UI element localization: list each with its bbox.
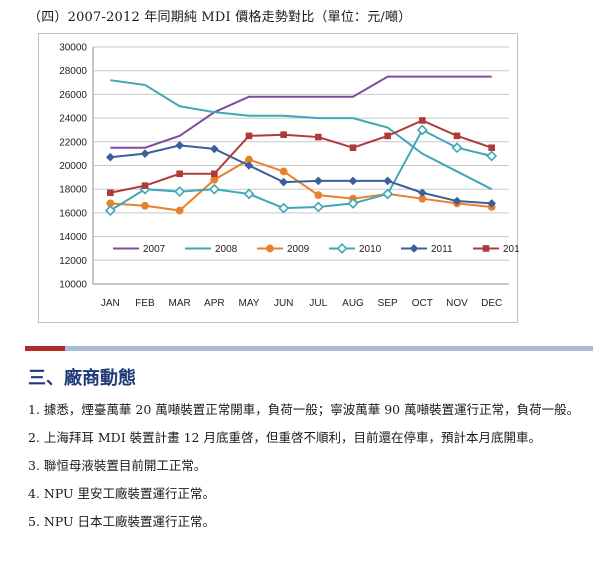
data-point-2010 [312, 201, 324, 213]
data-point-2010 [416, 124, 428, 136]
data-point-2012 [141, 182, 149, 189]
legend-label: 2011 [431, 244, 453, 255]
data-point-2012 [211, 170, 218, 178]
y-tick-label: 12000 [59, 256, 87, 267]
legend-label: 2009 [287, 244, 310, 255]
y-tick-label: 14000 [59, 232, 87, 243]
data-point-2011 [244, 161, 254, 170]
legend-marker-2010 [336, 243, 348, 254]
page-title: （四）2007-2012 年同期純 MDI 價格走勢對比（單位：元/噸） [28, 10, 412, 25]
x-tick-label: NOV [446, 298, 468, 309]
x-tick-label: MAR [169, 298, 191, 309]
series-line-2007 [110, 75, 492, 149]
data-point-2009 [314, 191, 323, 200]
data-point-2012 [384, 132, 391, 140]
series-line-2011 [110, 144, 492, 205]
data-point-2010 [243, 188, 255, 200]
legend-label: 2010 [359, 244, 382, 255]
data-point-2011 [452, 196, 462, 206]
data-point-2009 [210, 175, 219, 184]
x-tick-label: JUL [309, 298, 327, 309]
data-point-2012 [245, 132, 253, 140]
data-point-2011 [175, 141, 184, 150]
section-title: 三、廠商動態 [28, 368, 136, 389]
data-point-2010 [347, 197, 359, 209]
y-tick-label: 16000 [59, 208, 87, 219]
x-tick-label: SEP [378, 298, 398, 309]
data-point-2012 [315, 133, 322, 141]
x-tick-label: AUG [342, 298, 364, 309]
data-point-2011 [106, 152, 115, 162]
data-point-2010 [208, 183, 220, 195]
x-tick-label: JUN [274, 298, 293, 309]
x-tick-label: APR [204, 298, 225, 309]
data-point-2012 [280, 131, 287, 138]
x-tick-label: OCT [412, 298, 433, 309]
data-point-2009 [175, 206, 184, 215]
data-point-2011 [348, 176, 358, 186]
series-line-2012 [110, 119, 492, 194]
manufacturer-news-list: 1. 據悉，煙臺萬華 20 萬噸裝置正常開車，負荷一般；寧波萬華 90 萬噸裝置… [28, 396, 598, 536]
series-line-2008 [110, 79, 493, 191]
x-tick-label: MAY [239, 298, 260, 309]
data-point-2010 [486, 150, 498, 162]
legend-marker-2009 [266, 244, 274, 253]
list-item: 3. 聯恒母液裝置目前開工正常。 [28, 458, 207, 473]
data-point-2012 [453, 132, 461, 140]
x-tick-label: FEB [135, 298, 155, 309]
x-tick-label: JAN [101, 298, 120, 309]
data-point-2011 [210, 144, 219, 154]
data-point-2010 [451, 142, 463, 154]
chart-svg: 10000 12000 14000 16000 18000 20000 22000 24000… [59, 43, 519, 310]
y-tick-label: 20000 [59, 161, 87, 172]
data-point-2012 [419, 117, 426, 124]
series-line-2010 [109, 128, 492, 212]
data-point-2009 [279, 167, 288, 176]
legend-marker-2012 [482, 245, 490, 252]
y-tick-label: 30000 [59, 43, 87, 54]
price-trend-chart: 10000 12000 14000 16000 18000 20000 22000 24000… [38, 33, 519, 323]
data-point-2010 [174, 186, 186, 198]
y-tick-label: 22000 [59, 137, 87, 148]
legend-marker-2011 [409, 244, 419, 253]
y-tick-label: 26000 [59, 90, 87, 101]
x-tick-label: DEC [481, 298, 502, 309]
legend-label: 2012 [503, 244, 519, 255]
data-point-2011 [279, 177, 288, 187]
legend-label: 2007 [143, 244, 166, 255]
data-point-2011 [140, 149, 150, 158]
y-tick-label: 18000 [59, 185, 87, 196]
list-item: 5. NPU 日本工廠裝置運行正常。 [28, 514, 216, 529]
data-point-2012 [107, 189, 114, 197]
y-tick-label: 28000 [59, 66, 87, 77]
y-tick-label: 24000 [59, 114, 87, 125]
y-tick-label: 10000 [59, 280, 87, 291]
section-divider [25, 346, 593, 351]
data-point-2010 [104, 205, 116, 216]
data-point-2011 [487, 199, 496, 208]
data-point-2010 [382, 188, 394, 200]
data-point-2011 [418, 188, 427, 198]
data-point-2011 [314, 176, 323, 186]
data-point-2012 [349, 144, 357, 152]
data-point-2009 [141, 201, 149, 210]
data-point-2012 [488, 144, 495, 152]
data-point-2012 [176, 170, 183, 178]
series-line-2009 [110, 158, 492, 212]
data-point-2011 [383, 176, 392, 186]
legend-label: 2008 [215, 244, 238, 255]
data-point-2010 [278, 202, 290, 214]
list-item: 4. NPU 里安工廠裝置運行正常。 [28, 486, 216, 501]
list-item: 1. 據悉，煙臺萬華 20 萬噸裝置正常開車，負荷一般；寧波萬華 90 萬噸裝置… [28, 402, 580, 417]
list-item: 2. 上海拜耳 MDI 裝置計畫 12 月底重啓，但重啓不順利，目前還在停車，預… [28, 430, 541, 445]
